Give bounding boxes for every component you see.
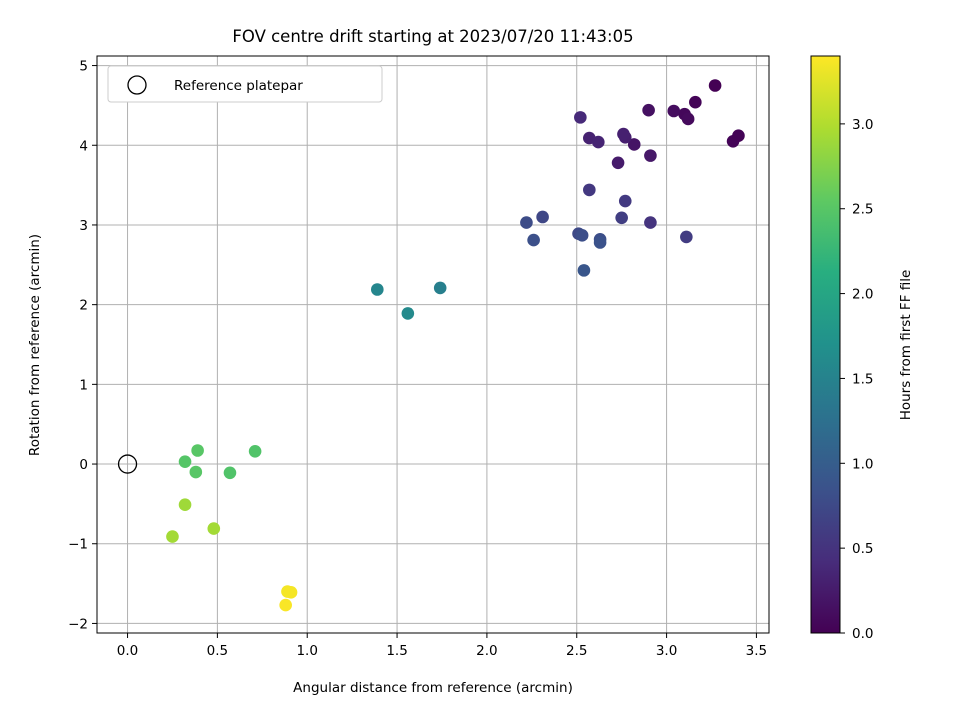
data-point <box>627 138 641 151</box>
x-tick-label: 3.0 <box>656 643 677 659</box>
legend-reference-label: Reference platepar <box>174 78 303 94</box>
data-point <box>681 112 695 126</box>
colorbar-tick-label: 0.5 <box>852 541 873 557</box>
data-point <box>279 598 292 612</box>
colorbar-gradient <box>810 55 841 634</box>
data-point <box>189 465 203 479</box>
legend-reference-marker-icon <box>127 75 147 95</box>
y-tick-label: 0 <box>79 457 88 473</box>
colorbar-tick-label: 1.5 <box>852 371 873 387</box>
data-point <box>642 103 655 117</box>
y-tick-label: 2 <box>79 298 88 314</box>
x-tick-label: 2.5 <box>566 643 587 659</box>
y-tick-label: 4 <box>79 138 88 154</box>
colorbar-tick-label: 2.0 <box>852 287 873 303</box>
data-point <box>592 135 605 149</box>
data-point <box>574 111 587 124</box>
data-point <box>191 444 204 457</box>
y-tick-label: 5 <box>79 59 88 75</box>
data-point <box>644 149 657 162</box>
legend-box <box>107 65 383 103</box>
data-point <box>575 229 589 242</box>
y-tick-label: −1 <box>68 537 88 553</box>
data-point <box>667 104 681 118</box>
x-tick-label: 1.0 <box>296 643 317 659</box>
grid-lines <box>97 56 769 633</box>
data-point <box>680 230 693 244</box>
colorbar-ticks: 0.0 0.5 1.0 1.5 2.0 2.5 3.0 <box>840 117 873 642</box>
data-point <box>593 236 607 249</box>
data-point <box>536 210 549 224</box>
data-point <box>689 95 702 109</box>
data-point <box>433 281 447 295</box>
x-tick-label: 0.5 <box>207 643 228 659</box>
data-point <box>166 530 179 543</box>
y-axis-ticks: −2 −1 0 1 2 3 4 5 <box>68 59 97 632</box>
y-tick-label: 1 <box>79 377 88 393</box>
colorbar: 0.0 0.5 1.0 1.5 2.0 2.5 3.0 Hours from first F… <box>810 55 914 642</box>
data-point <box>401 307 415 320</box>
data-point <box>520 216 533 229</box>
data-point <box>617 127 630 141</box>
x-tick-label: 1.5 <box>386 643 407 659</box>
x-tick-label: 2.0 <box>476 643 497 659</box>
data-point <box>178 498 192 511</box>
colorbar-tick-label: 2.5 <box>852 202 873 218</box>
data-point <box>223 466 237 480</box>
data-points <box>166 79 745 612</box>
data-point <box>618 194 632 208</box>
x-tick-label: 3.5 <box>746 643 767 659</box>
data-point <box>615 211 628 225</box>
reference-platepar-marker <box>117 454 138 474</box>
data-point <box>577 264 591 277</box>
colorbar-tick-label: 0.0 <box>852 626 873 642</box>
data-point <box>248 444 262 458</box>
y-tick-label: 3 <box>79 218 88 234</box>
colorbar-tick-label: 1.0 <box>852 456 873 472</box>
data-point <box>178 455 192 468</box>
data-point <box>527 233 540 247</box>
data-point <box>583 183 596 197</box>
colorbar-tick-label: 3.0 <box>852 117 873 133</box>
legend: Reference platepar <box>107 65 383 103</box>
data-point <box>207 522 221 535</box>
data-point <box>708 79 722 92</box>
data-point <box>370 283 384 296</box>
chart-title: FOV centre drift starting at 2023/07/20 … <box>232 27 633 46</box>
x-tick-label: 0.0 <box>117 643 138 659</box>
data-point <box>284 586 298 599</box>
y-tick-label: −2 <box>68 616 88 632</box>
data-point <box>732 129 745 142</box>
colorbar-label: Hours from first FF file <box>898 270 914 421</box>
data-point <box>644 216 657 229</box>
y-axis-label: Rotation from reference (arcmin) <box>27 234 43 456</box>
x-axis-label: Angular distance from reference (arcmin) <box>293 680 573 696</box>
x-axis-ticks: 0.0 0.5 1.0 1.5 2.0 2.5 3.0 3.5 <box>117 633 767 659</box>
plot-frame <box>96 55 770 634</box>
data-point <box>611 156 625 170</box>
